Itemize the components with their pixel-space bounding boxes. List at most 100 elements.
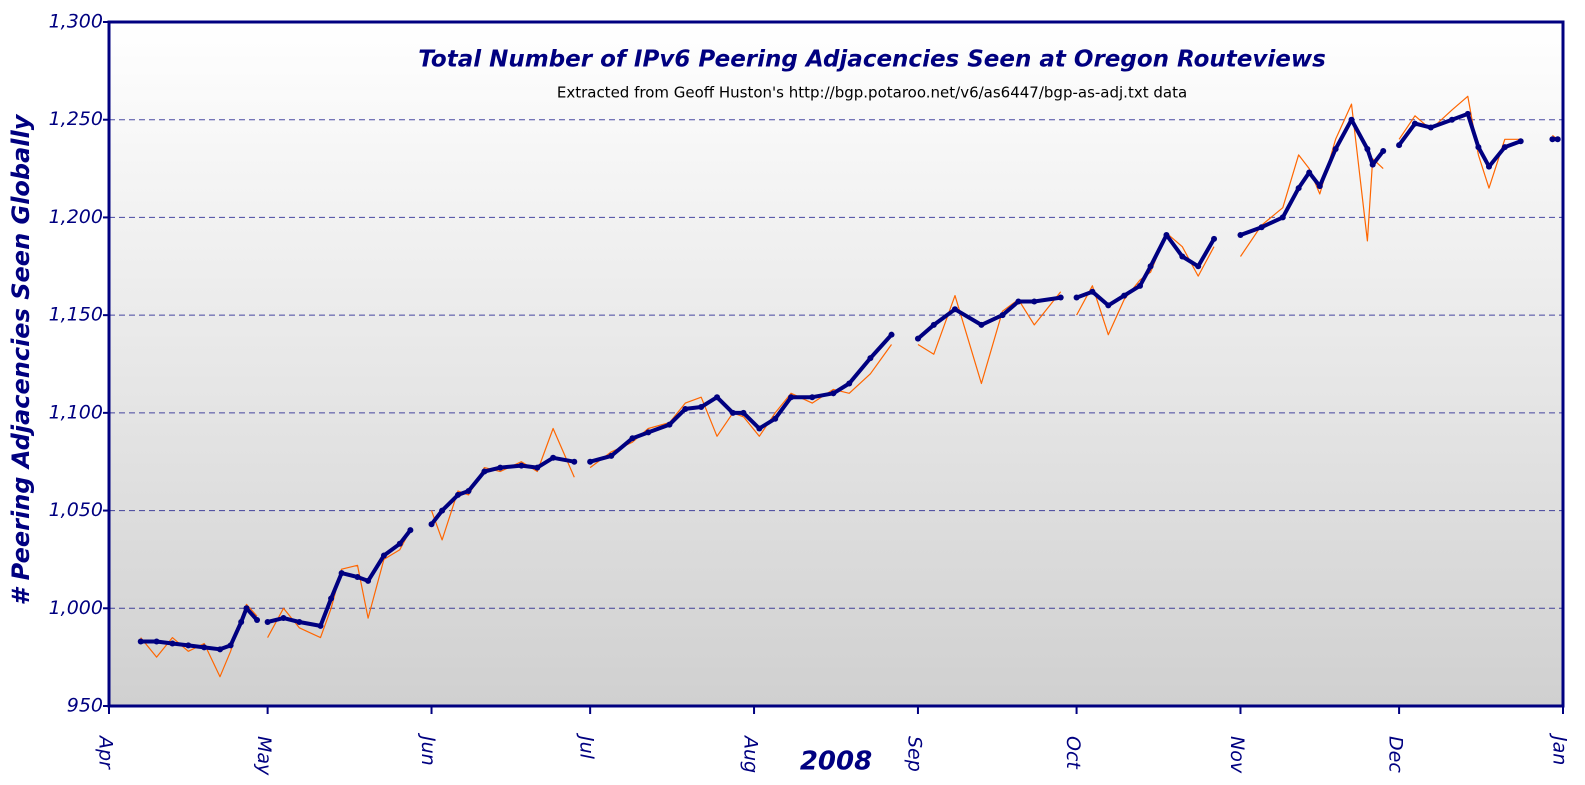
series-point <box>645 429 652 436</box>
x-tick-label: Jul <box>576 732 598 760</box>
x-tick-label: Dec <box>1385 736 1407 773</box>
x-tick-label: Jun <box>417 732 439 766</box>
plot-area <box>107 20 1565 708</box>
series-point <box>1549 136 1556 143</box>
series-point <box>465 488 472 495</box>
series-point <box>978 321 985 328</box>
series-point <box>830 390 837 397</box>
series-point <box>1147 263 1154 270</box>
y-tick-label: 1,300 <box>49 11 103 33</box>
series-point <box>264 618 271 625</box>
series-point <box>407 527 414 534</box>
chart-subtitle: Extracted from Geoff Huston's http://bgp… <box>557 84 1187 102</box>
series-point <box>428 521 435 528</box>
series-point <box>338 570 345 577</box>
series-point <box>714 394 721 401</box>
series-point <box>666 421 673 428</box>
series-point <box>365 577 372 584</box>
x-tick-label: Sep <box>903 736 925 772</box>
series-point <box>1316 183 1323 190</box>
series-point <box>1089 288 1096 295</box>
series-point <box>518 462 525 469</box>
series-point <box>454 491 461 498</box>
series-point <box>1332 146 1339 153</box>
series-point <box>1364 146 1371 153</box>
series-point <box>772 415 779 422</box>
series-point <box>1258 224 1265 231</box>
series-point <box>238 618 245 625</box>
series-point <box>867 355 874 362</box>
series-point <box>1105 302 1112 309</box>
series-point <box>317 622 324 629</box>
y-tick-label: 1,050 <box>49 499 103 521</box>
series-point <box>169 640 176 647</box>
x-tick-label: Aug <box>740 734 762 773</box>
x-tick-label: Apr <box>95 734 117 770</box>
series-point <box>698 403 705 410</box>
series-point <box>497 464 504 471</box>
series-point <box>1237 232 1244 239</box>
y-tick-label: 950 <box>67 695 103 717</box>
series-point <box>1448 116 1455 123</box>
series-point <box>1501 144 1508 151</box>
series-point <box>1163 232 1170 239</box>
series-point <box>1411 120 1418 127</box>
series-point <box>740 409 747 416</box>
series-point <box>380 552 387 559</box>
series-point <box>1380 147 1387 154</box>
series-point <box>1517 138 1524 145</box>
series-point <box>550 454 557 461</box>
series-point <box>888 331 895 338</box>
y-tick-label: 1,000 <box>49 597 103 619</box>
series-point <box>1073 294 1080 301</box>
series-point <box>1057 294 1064 301</box>
series-point <box>1306 169 1313 176</box>
series-point <box>999 312 1006 319</box>
series-point <box>951 306 958 313</box>
series-point <box>1396 142 1403 149</box>
y-tick-label: 1,150 <box>49 304 103 326</box>
series-point <box>629 435 636 442</box>
series-point <box>571 458 578 465</box>
series-point <box>1015 298 1022 305</box>
series-point <box>201 644 208 651</box>
y-tick-label: 1,250 <box>49 108 103 130</box>
y-axis-label: # Peering Adjacencies Seen Globally <box>7 113 35 605</box>
series-point <box>788 394 795 401</box>
series-point <box>587 458 594 465</box>
x-tick-label: Jan <box>1549 732 1571 765</box>
series-point <box>296 618 303 625</box>
series-point <box>1427 124 1434 131</box>
series-point <box>914 335 921 342</box>
series-point <box>1348 116 1355 123</box>
series-point <box>1295 185 1302 192</box>
series-point <box>153 638 160 645</box>
series-point <box>439 507 446 514</box>
series-point <box>280 615 287 622</box>
series-point <box>1475 144 1482 151</box>
series-point <box>185 642 192 649</box>
series-point <box>1554 136 1561 143</box>
series-point <box>1031 298 1038 305</box>
series-point <box>1464 110 1471 117</box>
y-tick-label: 1,100 <box>49 401 103 423</box>
series-point <box>930 321 937 328</box>
series-point <box>254 617 261 624</box>
chart-title: Total Number of IPv6 Peering Adjacencies… <box>418 47 1326 73</box>
series-point <box>1279 214 1286 221</box>
series-point <box>1179 253 1186 260</box>
series-point <box>396 540 403 547</box>
series-point <box>756 425 763 432</box>
series-point <box>328 595 335 602</box>
series-point <box>354 574 361 581</box>
series-point <box>1121 292 1128 299</box>
series-point <box>608 452 615 459</box>
x-tick-label: Nov <box>1226 736 1248 774</box>
series-point <box>846 380 853 387</box>
series-point <box>534 464 541 471</box>
series-point <box>1195 263 1202 270</box>
x-axis-label: 2008 <box>800 747 872 777</box>
series-point <box>217 646 224 653</box>
